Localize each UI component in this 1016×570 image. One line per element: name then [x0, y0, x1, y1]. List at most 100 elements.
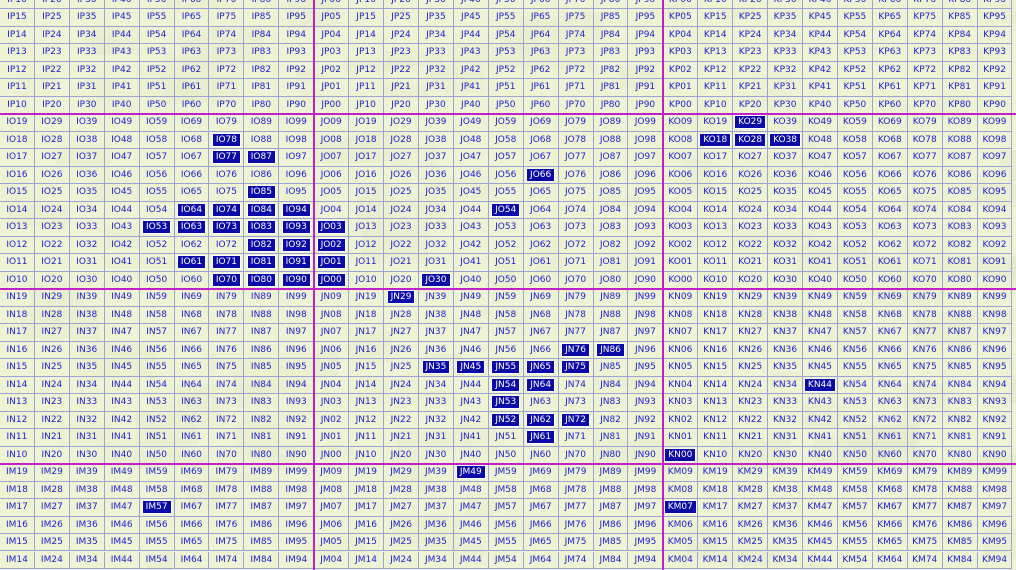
grid-cell-jo35[interactable]: JO35 [418, 184, 454, 202]
grid-cell-io30[interactable]: IO30 [69, 271, 105, 290]
grid-cell-kn04[interactable]: KN04 [663, 376, 699, 395]
grid-cell-jo57[interactable]: JO57 [488, 149, 524, 167]
grid-cell-jo44[interactable]: JO44 [453, 201, 489, 220]
grid-cell-km35[interactable]: KM35 [768, 534, 804, 552]
grid-cell-ko60[interactable]: KO60 [872, 271, 908, 290]
grid-cell-jo51[interactable]: JO51 [488, 254, 524, 272]
grid-cell-kn97[interactable]: KN97 [977, 324, 1013, 342]
grid-cell-kn07[interactable]: KN07 [663, 324, 699, 342]
grid-cell-kp40[interactable]: KP40 [803, 96, 838, 115]
grid-cell-in56[interactable]: IN56 [139, 341, 175, 360]
grid-cell-km54[interactable]: KM54 [837, 551, 873, 569]
grid-cell-jn18[interactable]: JN18 [349, 306, 385, 325]
grid-cell-jm86[interactable]: JM86 [593, 516, 629, 534]
grid-cell-ko16[interactable]: KO16 [698, 166, 734, 185]
grid-cell-jm77[interactable]: JM77 [558, 499, 594, 517]
grid-cell-kp54[interactable]: KP54 [837, 26, 873, 45]
grid-cell-jm25[interactable]: JM25 [384, 534, 419, 552]
grid-cell-jo93[interactable]: JO93 [628, 219, 664, 237]
grid-cell-kn13[interactable]: KN13 [698, 394, 734, 412]
grid-cell-kp33[interactable]: KP33 [768, 44, 804, 62]
grid-cell-im79[interactable]: IM79 [209, 464, 245, 482]
grid-cell-jo87[interactable]: JO87 [593, 149, 629, 167]
grid-cell-jn85[interactable]: JN85 [593, 359, 629, 377]
grid-cell-jn59[interactable]: JN59 [488, 289, 524, 307]
grid-cell-ko42[interactable]: KO42 [803, 236, 838, 255]
grid-cell-kn22[interactable]: KN22 [733, 411, 769, 430]
grid-cell-jn13[interactable]: JN13 [349, 394, 385, 412]
grid-cell-jo64[interactable]: JO64 [523, 201, 559, 220]
grid-cell-kp23[interactable]: KP23 [733, 44, 769, 62]
grid-cell-jn77[interactable]: JN77 [558, 324, 594, 342]
grid-cell-km78[interactable]: KM78 [907, 481, 943, 500]
grid-cell-kp12[interactable]: KP12 [698, 61, 734, 80]
grid-cell-km44[interactable]: KM44 [803, 551, 838, 569]
grid-cell-kp81[interactable]: KP81 [942, 79, 978, 97]
grid-cell-in20[interactable]: IN20 [34, 446, 70, 465]
grid-cell-jn26[interactable]: JN26 [384, 341, 419, 360]
grid-cell-im99[interactable]: IM99 [279, 464, 315, 482]
grid-cell-im85[interactable]: IM85 [244, 534, 280, 552]
grid-cell-jp73[interactable]: JP73 [558, 44, 594, 62]
grid-cell-jn54[interactable]: JN54 [488, 376, 524, 395]
grid-cell-ip82[interactable]: IP82 [244, 61, 280, 80]
grid-cell-kp05[interactable]: KP05 [663, 9, 699, 27]
grid-cell-ip22[interactable]: IP22 [34, 61, 70, 80]
grid-cell-ko09[interactable]: KO09 [663, 114, 699, 132]
grid-cell-io89[interactable]: IO89 [244, 114, 280, 132]
grid-cell-kn15[interactable]: KN15 [698, 359, 734, 377]
grid-cell-ko82[interactable]: KO82 [942, 236, 978, 255]
grid-cell-jn88[interactable]: JN88 [593, 306, 629, 325]
grid-cell-in21[interactable]: IN21 [34, 429, 70, 447]
grid-cell-ip76[interactable]: IP76 [209, 0, 245, 10]
grid-cell-in89[interactable]: IN89 [244, 289, 280, 307]
grid-cell-jm55[interactable]: JM55 [488, 534, 524, 552]
grid-cell-kn98[interactable]: KN98 [977, 306, 1013, 325]
grid-cell-im75[interactable]: IM75 [209, 534, 245, 552]
grid-cell-ip41[interactable]: IP41 [104, 79, 140, 97]
grid-cell-kn45[interactable]: KN45 [803, 359, 838, 377]
grid-cell-ip31[interactable]: IP31 [69, 79, 105, 97]
grid-cell-in54[interactable]: IN54 [139, 376, 175, 395]
grid-cell-jp12[interactable]: JP12 [349, 61, 385, 80]
grid-cell-jn15[interactable]: JN15 [349, 359, 385, 377]
grid-cell-im88[interactable]: IM88 [244, 481, 280, 500]
grid-cell-jn10[interactable]: JN10 [349, 446, 385, 465]
grid-cell-in34[interactable]: IN34 [69, 376, 105, 395]
grid-cell-ko39[interactable]: KO39 [768, 114, 804, 132]
grid-cell-ko70[interactable]: KO70 [907, 271, 943, 290]
grid-cell-jp83[interactable]: JP83 [593, 44, 629, 62]
grid-cell-jp93[interactable]: JP93 [628, 44, 664, 62]
grid-cell-ko01[interactable]: KO01 [663, 254, 699, 272]
grid-cell-jo21[interactable]: JO21 [384, 254, 419, 272]
grid-cell-km47[interactable]: KM47 [803, 499, 838, 517]
grid-cell-im19[interactable]: IM19 [0, 464, 35, 482]
grid-cell-jp51[interactable]: JP51 [488, 79, 524, 97]
grid-cell-kp24[interactable]: KP24 [733, 26, 769, 45]
grid-cell-jp34[interactable]: JP34 [418, 26, 454, 45]
grid-cell-jo97[interactable]: JO97 [628, 149, 664, 167]
grid-cell-jn86[interactable]: JN86 [593, 341, 629, 360]
grid-cell-in40[interactable]: IN40 [104, 446, 140, 465]
grid-cell-ko63[interactable]: KO63 [872, 219, 908, 237]
grid-cell-ip11[interactable]: IP11 [0, 79, 35, 97]
grid-cell-ko99[interactable]: KO99 [977, 114, 1013, 132]
grid-cell-io99[interactable]: IO99 [279, 114, 315, 132]
grid-cell-jo96[interactable]: JO96 [628, 166, 664, 185]
grid-cell-jm58[interactable]: JM58 [488, 481, 524, 500]
grid-cell-ip85[interactable]: IP85 [244, 9, 280, 27]
grid-cell-ko53[interactable]: KO53 [837, 219, 873, 237]
grid-cell-jm64[interactable]: JM64 [523, 551, 559, 569]
grid-cell-jn14[interactable]: JN14 [349, 376, 385, 395]
grid-cell-im54[interactable]: IM54 [139, 551, 175, 569]
grid-cell-jn92[interactable]: JN92 [628, 411, 664, 430]
grid-cell-km85[interactable]: KM85 [942, 534, 978, 552]
grid-cell-jp06[interactable]: JP06 [314, 0, 350, 10]
grid-cell-jm78[interactable]: JM78 [558, 481, 594, 500]
grid-cell-io50[interactable]: IO50 [139, 271, 175, 290]
grid-cell-jm99[interactable]: JM99 [628, 464, 664, 482]
grid-cell-kn21[interactable]: KN21 [733, 429, 769, 447]
grid-cell-jn24[interactable]: JN24 [384, 376, 419, 395]
grid-cell-kp02[interactable]: KP02 [663, 61, 699, 80]
grid-cell-jm38[interactable]: JM38 [418, 481, 454, 500]
